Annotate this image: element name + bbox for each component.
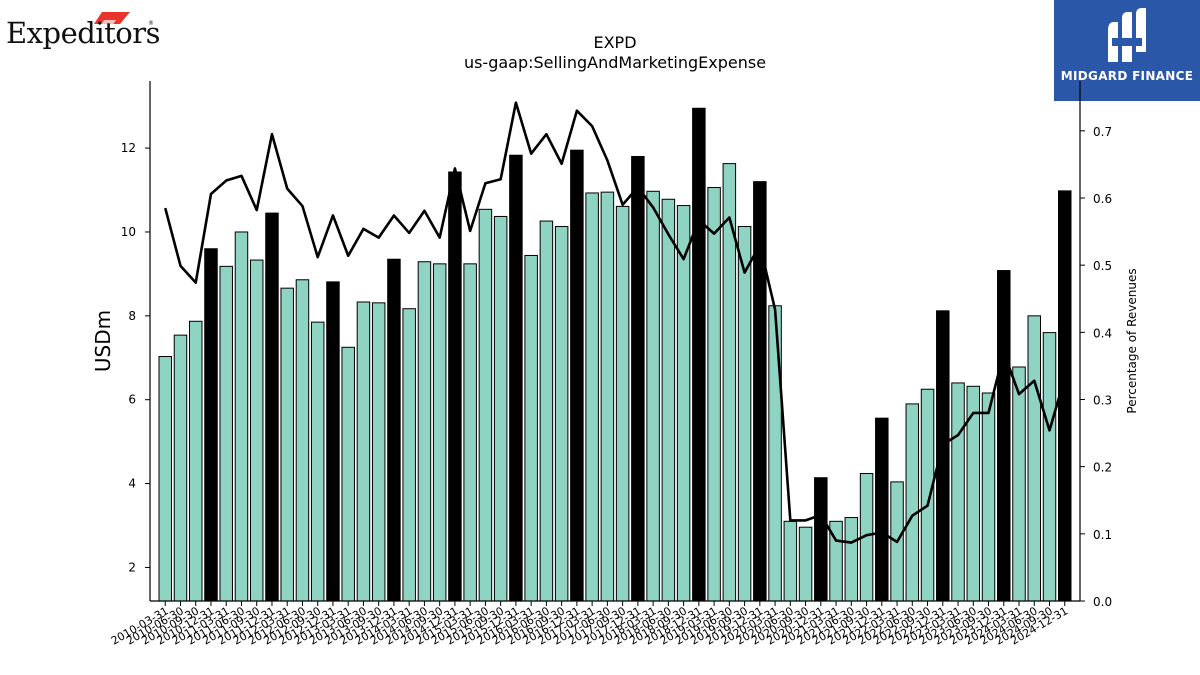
midgard-finance-logo: MIDGARD FINANCE [1054,0,1200,101]
y-tick-label: 8 [128,309,136,323]
bar-2011-06-30 [234,231,249,602]
y2-tick-label: 0.3 [1093,394,1112,408]
bar-2016-06-30 [539,220,554,602]
bar-2010-09-30 [188,320,203,602]
expeditors-wordmark: Expeditors [6,16,160,50]
bar-2015-06-30 [478,208,493,602]
bar-2017-12-31 [631,155,645,602]
bar-2013-09-30 [371,302,386,602]
bar-2013-03-31 [341,346,355,602]
bar-2020-06-30 [783,520,798,602]
bar-2013-06-30 [356,301,371,602]
chart-subtitle: us-gaap:SellingAndMarketingExpense [464,53,766,72]
bar-2020-12-31 [814,477,828,602]
y2-tick-label: 0.5 [1093,259,1112,273]
bar-2013-12-31 [387,258,401,602]
bar-2018-06-30 [661,198,676,602]
bar-2024-09-30 [1042,332,1057,602]
bar-2014-12-31 [448,171,462,602]
bar-2020-09-30 [798,526,813,602]
y2-tick-label: 0.6 [1093,192,1112,206]
bar-2021-06-30 [844,517,859,602]
bar-2015-12-31 [509,154,523,602]
bar-2020-03-31 [768,305,782,602]
y2-tick-label: 0.4 [1093,326,1112,340]
registered-mark: ® [148,20,154,27]
bar-2011-12-31 [265,212,279,602]
bar-2018-09-30 [676,205,691,602]
bar-2017-06-30 [600,191,615,602]
bar-2010-03-31 [158,356,172,602]
y2-tick-label: 0.1 [1093,528,1112,542]
bar-2012-03-31 [280,287,294,602]
y2-tick-label: 0.0 [1093,595,1112,609]
bar-2021-12-31 [875,417,889,602]
y-axis-label: USDm [91,310,115,372]
bar-2017-09-30 [615,205,630,602]
bar-2012-09-30 [310,321,325,602]
y-tick-label: 10 [121,225,136,239]
bars-group [158,107,1072,602]
bar-2022-06-30 [905,403,920,602]
bar-2012-12-31 [326,281,340,602]
bar-2011-09-30 [249,259,264,602]
bar-2010-06-30 [173,334,188,602]
bar-2016-12-31 [570,149,584,602]
y-tick-label: 4 [128,477,136,491]
bar-2011-03-31 [219,265,233,602]
bar-2014-03-31 [402,308,416,602]
bar-2018-12-31 [692,107,706,602]
bar-2017-03-31 [585,192,599,602]
expeditors-logo: Expeditors ® [6,4,160,52]
bar-2023-09-30 [981,392,996,602]
midgard-emblem-icon [1108,8,1146,62]
percentage-line [163,101,1066,544]
y2-axis-label: Percentage of Revenues [1125,268,1139,413]
y-tick-label: 2 [128,560,136,574]
flag-icon [94,12,130,26]
bar-2019-03-31 [707,187,721,602]
bar-2016-09-30 [554,226,569,602]
y2-tick-label: 0.7 [1093,125,1112,139]
y-tick-label: 6 [128,393,136,407]
bar-2023-03-31 [951,382,965,602]
chart-title: EXPD [593,33,636,52]
y2-tick-label: 0.2 [1093,461,1112,475]
midgard-finance-wordmark: MIDGARD FINANCE [1060,69,1194,83]
bar-2023-12-31 [997,270,1011,602]
bar-2012-06-30 [295,279,310,602]
bar-2014-06-30 [417,261,432,602]
bar-2019-09-30 [737,226,752,602]
bar-2014-09-30 [432,263,447,602]
bar-2022-12-31 [936,310,950,602]
bar-2024-06-30 [1027,315,1042,602]
bar-2010-12-31 [204,248,218,602]
bar-2015-03-31 [463,263,477,602]
axes-group: 246810120.00.10.20.30.40.50.60.72010-03-… [109,81,1112,648]
bar-2016-03-31 [524,254,538,602]
line-group [163,101,1066,544]
bar-2024-03-31 [1012,366,1026,602]
bar-2018-03-31 [646,190,660,602]
bar-2015-09-30 [493,215,508,602]
bar-2022-09-30 [920,388,935,602]
y-tick-label: 12 [121,141,136,155]
